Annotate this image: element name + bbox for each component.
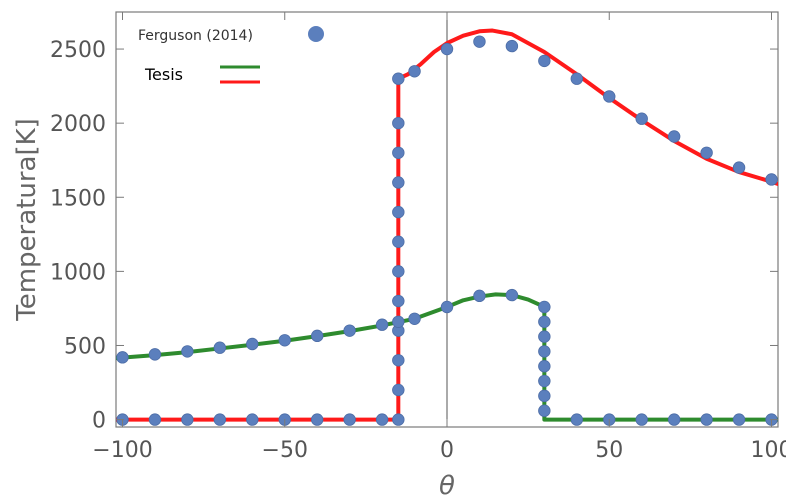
ferguson-data-point (538, 404, 551, 417)
ferguson-data-point (148, 348, 162, 361)
ferguson-data-point (538, 300, 551, 314)
ferguson-data-point (408, 65, 421, 78)
x-tick-label: 100 (751, 438, 786, 463)
ferguson-data-point (246, 413, 259, 426)
ferguson-data-point (667, 130, 681, 143)
legend-swatch-ferguson (308, 26, 324, 42)
x-ticks-layer: −100 −50 0 50 100 (92, 12, 786, 463)
ferguson-data-point (148, 413, 162, 426)
ferguson-data-point (392, 265, 405, 278)
ferguson-data-point (392, 383, 405, 397)
ferguson-data-point (392, 176, 405, 189)
ferguson-data-point (392, 413, 405, 426)
ferguson-data-point (538, 54, 551, 68)
ferguson-data-point (440, 42, 454, 56)
y-tick-label: 500 (64, 334, 106, 359)
ferguson-data-point (375, 413, 389, 426)
ferguson-data-point (538, 389, 551, 403)
ferguson-data-point (473, 35, 486, 48)
ferguson-data-point (635, 112, 648, 125)
ferguson-data-point (392, 235, 405, 248)
x-tick-label: −50 (262, 438, 308, 463)
ferguson-data-point (116, 351, 129, 364)
x-tick-label: 50 (595, 438, 623, 463)
y-ticks-layer: 0 500 1000 1500 2000 2500 (50, 38, 778, 434)
ferguson-data-point (765, 173, 778, 186)
ferguson-data-point (181, 345, 194, 358)
ferguson-data-point (181, 413, 194, 426)
ferguson-data-point (343, 324, 356, 337)
ferguson-data-point (700, 146, 713, 160)
ferguson-data-point (538, 374, 551, 388)
ferguson-data-point (213, 413, 227, 426)
ferguson-data-point (408, 312, 421, 326)
ferguson-data-point (538, 360, 551, 373)
ferguson-data-point (392, 315, 405, 328)
ferguson-data-point (392, 146, 405, 160)
ferguson-data-point (392, 72, 405, 85)
ferguson-data-point (392, 294, 405, 308)
ferguson-data-point (505, 288, 519, 302)
ferguson-data-point (538, 345, 551, 358)
ferguson-data-point (603, 90, 616, 103)
ferguson-data-point (213, 341, 227, 354)
y-tick-label: 2000 (50, 112, 106, 137)
ferguson-data-point (732, 161, 746, 174)
x-axis-title: θ (439, 471, 455, 501)
legend-label-ferguson: Ferguson (2014) (138, 28, 253, 44)
legend: Ferguson (2014) Tesis (138, 26, 324, 84)
ferguson-data-point (538, 330, 551, 343)
ferguson-data-point (311, 329, 324, 343)
ferguson-data-point (375, 318, 389, 331)
ferguson-data-point (570, 413, 584, 426)
ferguson-data-point (278, 334, 291, 347)
ferguson-data-point (473, 289, 486, 303)
ferguson-data-point (311, 413, 324, 426)
ferguson-data-point (392, 354, 405, 367)
ferguson-data-point (635, 413, 648, 426)
y-tick-label: 0 (92, 409, 106, 434)
ferguson-data-point (392, 116, 405, 130)
y-axis-title: Temperatura[K] (12, 118, 42, 322)
ferguson-data-point (538, 315, 551, 328)
ferguson-data-point (392, 205, 405, 219)
legend-label-tesis: Tesis (144, 65, 183, 84)
ferguson-data-point (505, 39, 519, 53)
ferguson-data-point (570, 72, 584, 85)
y-tick-label: 2500 (50, 38, 106, 63)
ferguson-data-point (667, 413, 681, 426)
y-tick-label: 1500 (50, 186, 106, 211)
x-tick-label: −100 (92, 438, 152, 463)
x-tick-label: 0 (440, 438, 454, 463)
ferguson-data-point (246, 337, 259, 351)
ferguson-data-point (440, 300, 454, 314)
ferguson-data-point (732, 413, 746, 426)
marker-layer (116, 35, 778, 426)
ferguson-data-point (343, 413, 356, 426)
y-tick-label: 1000 (50, 260, 106, 285)
ferguson-data-point (700, 413, 713, 426)
